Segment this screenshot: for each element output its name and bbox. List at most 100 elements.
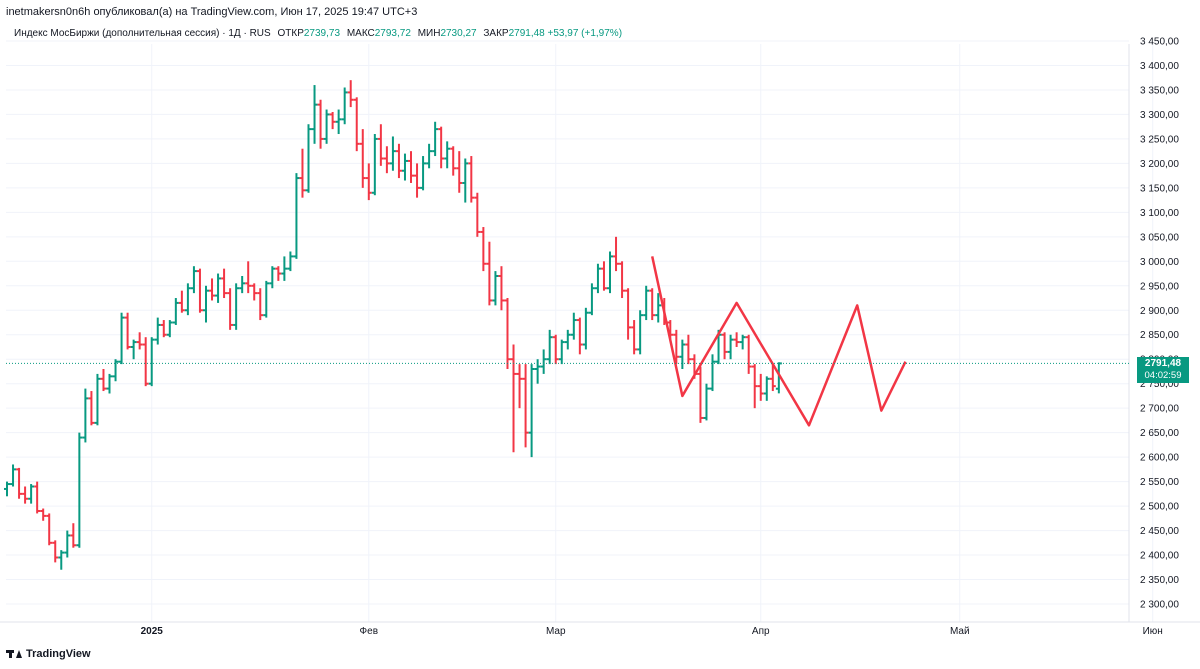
ohlc-bar xyxy=(166,320,173,338)
open-label: ОТКР xyxy=(277,28,304,39)
time-tick-label: Апр xyxy=(752,626,770,637)
ohlc-bar xyxy=(178,290,185,313)
price-tick-label: 2 450,00 xyxy=(1140,526,1179,537)
ohlc-bar xyxy=(76,432,83,548)
ohlc-bar xyxy=(456,151,463,193)
ohlc-bar xyxy=(757,373,764,401)
ohlc-bar xyxy=(745,334,752,374)
ohlc-bar xyxy=(655,293,662,323)
ohlc-bar xyxy=(516,364,523,409)
price-tick-label: 2 550,00 xyxy=(1140,477,1179,488)
ohlc-bar xyxy=(582,307,589,350)
ohlc-bar xyxy=(142,337,149,387)
ohlc-bar xyxy=(227,288,234,330)
ohlc-bar xyxy=(510,344,517,453)
ohlc-bar xyxy=(353,97,360,152)
ohlc-bar xyxy=(239,275,246,294)
ohlc-bar xyxy=(215,273,222,303)
ohlc-bar xyxy=(263,280,270,318)
zigzag-overlay xyxy=(650,256,907,427)
ohlc-bar xyxy=(769,364,776,392)
ohlc-bar xyxy=(528,364,535,458)
price-tick-label: 2 700,00 xyxy=(1140,404,1179,415)
ohlc-bar xyxy=(10,464,17,487)
ohlc-bar xyxy=(733,332,740,347)
ohlc-bar xyxy=(202,285,209,323)
ohlc-bar xyxy=(480,227,487,272)
ohlc-bar xyxy=(124,312,131,350)
price-tick-label: 2 650,00 xyxy=(1140,428,1179,439)
ohlc-bar xyxy=(251,283,258,301)
ohlc-bar xyxy=(299,148,306,198)
ohlc-bar xyxy=(28,484,35,504)
ohlc-bar xyxy=(52,540,59,563)
ohlc-bar xyxy=(414,163,421,198)
ohlc-bar xyxy=(498,266,505,311)
ohlc-bar xyxy=(112,359,119,382)
ohlc-bar xyxy=(58,550,65,570)
ohlc-bar xyxy=(697,366,704,423)
ohlc-bar xyxy=(377,124,384,166)
ohlc-bar xyxy=(474,192,481,237)
ohlc-bar xyxy=(323,109,330,144)
ohlc-bar xyxy=(631,320,638,355)
ohlc-bar xyxy=(4,481,10,497)
ohlc-bar xyxy=(625,288,632,340)
tradingview-logo[interactable]: TradingView xyxy=(6,648,91,660)
ohlc-bar xyxy=(709,354,716,392)
price-tick-label: 3 000,00 xyxy=(1140,257,1179,268)
ohlc-bar xyxy=(329,111,336,130)
last-price-value: 2791,48 xyxy=(1144,358,1182,369)
time-tick-label: 2025 xyxy=(141,626,164,637)
ohlc-bar xyxy=(438,126,445,169)
price-axis: 2 300,00 2 350,00 2 400,00 2 450,00 2 500,00… xyxy=(1140,37,1179,611)
ohlc-bar xyxy=(492,271,499,306)
ohlc-bar xyxy=(209,278,216,301)
price-tick-label: 2 850,00 xyxy=(1140,330,1179,341)
close-value: 2791,48 xyxy=(508,28,545,39)
ohlc-bar xyxy=(383,146,390,174)
ohlc-bar xyxy=(522,364,529,448)
ohlc-bar xyxy=(40,508,47,521)
time-tick-label: Мар xyxy=(546,626,566,637)
ohlc-bar xyxy=(540,349,547,374)
ohlc-bar xyxy=(100,369,107,392)
ohlc-bar xyxy=(22,486,29,504)
ohlc-bar xyxy=(607,251,613,294)
ohlc-bar xyxy=(594,263,601,294)
ohlc-bar xyxy=(64,530,71,558)
zigzag-line xyxy=(650,256,907,427)
ohlc-bar xyxy=(552,334,559,365)
ohlc-bar xyxy=(46,513,53,546)
ohlc-bar xyxy=(281,256,288,281)
time-axis: 2025 Фев Мар Апр Май Июн xyxy=(141,626,1163,637)
symbol-title: Индекс МосБиржи (дополнительная сессия) … xyxy=(14,28,271,39)
ohlc-bar xyxy=(172,298,179,325)
bar-countdown: 04:02:59 xyxy=(1144,370,1182,381)
price-tick-label: 3 450,00 xyxy=(1140,37,1179,48)
chart-grid xyxy=(6,40,1154,622)
ohlc-bar xyxy=(70,523,77,548)
ohlc-bar xyxy=(462,158,469,203)
price-tick-label: 2 950,00 xyxy=(1140,281,1179,292)
ohlc-bars xyxy=(4,80,782,570)
ohlc-bar xyxy=(16,467,23,499)
price-tick-label: 2 400,00 xyxy=(1140,551,1179,562)
last-price-tag: 2791,48 04:02:59 xyxy=(1137,357,1189,383)
ohlc-bar xyxy=(34,481,41,514)
ohlc-bar xyxy=(564,329,571,350)
price-tick-label: 3 300,00 xyxy=(1140,110,1179,121)
low-label: МИН xyxy=(417,28,441,39)
ohlc-bar xyxy=(408,151,415,183)
ohlc-bar xyxy=(82,388,89,443)
open-value: 2739,73 xyxy=(303,28,341,39)
ohlc-bar xyxy=(395,143,402,179)
ohlc-bar xyxy=(148,337,155,387)
ohlc-bar xyxy=(486,241,493,306)
ohlc-bar xyxy=(649,288,656,321)
ohlc-bar xyxy=(269,266,276,289)
price-tick-label: 2 600,00 xyxy=(1140,453,1179,464)
published-by: inetmakersn0n6h опубликовал(а) на Tradin… xyxy=(6,6,418,18)
ohlc-bar xyxy=(420,156,427,191)
